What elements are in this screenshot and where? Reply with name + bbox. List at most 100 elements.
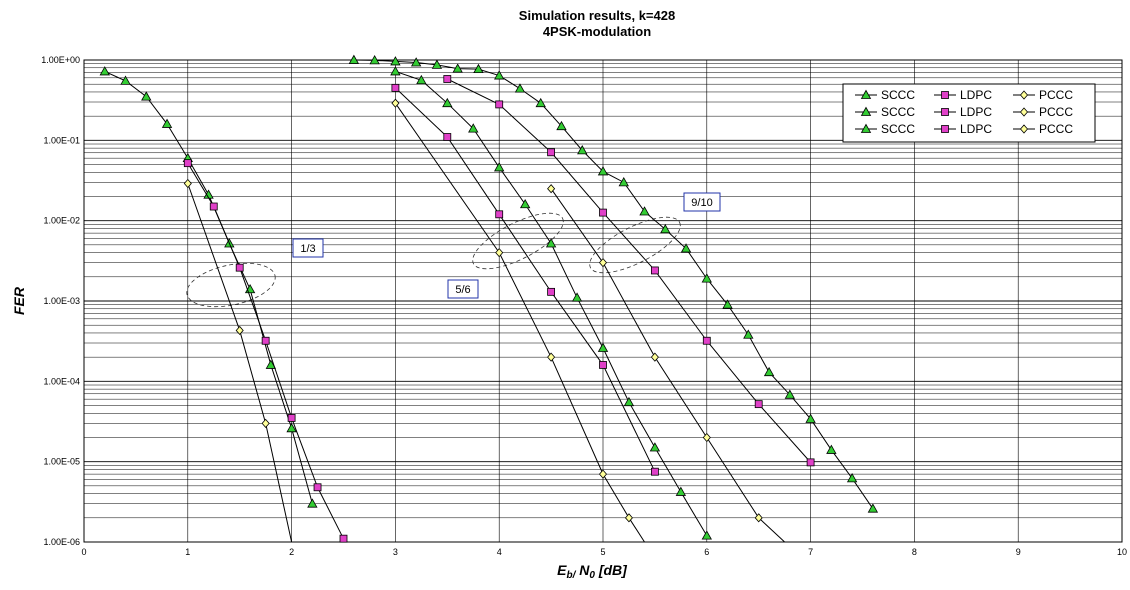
x-label-unit: [dB]: [595, 562, 628, 578]
x-axis-label: Eb/ N0 [dB]: [557, 562, 628, 581]
data-point-triangle: [571, 292, 583, 302]
legend-label: SCCC: [881, 105, 915, 119]
x-tick-label: 10: [1117, 547, 1127, 557]
data-point-triangle: [680, 243, 692, 253]
data-point-square: [702, 336, 711, 345]
data-point-square: [495, 100, 504, 109]
y-tick-label: 1.00E+00: [41, 55, 80, 65]
series-line: [394, 102, 645, 543]
legend-marker-triangle: [860, 123, 872, 133]
data-point-triangle: [805, 413, 816, 423]
data-point-square: [547, 148, 555, 157]
x-tick-label: 2: [289, 547, 294, 557]
data-point-triangle: [618, 177, 629, 187]
data-point-triangle: [701, 273, 712, 283]
data-point-triangle: [660, 224, 671, 234]
data-point-diamond: [754, 513, 763, 523]
data-point-triangle: [494, 162, 505, 172]
label-9-10: 9/10: [691, 197, 712, 209]
data-point-triangle: [410, 57, 422, 67]
data-point-triangle: [649, 442, 661, 452]
data-point-square: [443, 75, 452, 83]
legend-label: SCCC: [881, 88, 915, 102]
data-point-square: [287, 414, 296, 422]
y-tick-label: 1.00E-03: [43, 296, 80, 306]
y-tick-label: 1.00E-01: [43, 135, 80, 145]
y-tick-label: 1.00E-04: [43, 376, 80, 386]
legend-label: PCCC: [1039, 88, 1073, 102]
data-point-triangle: [307, 498, 318, 508]
x-tick-label: 5: [600, 547, 605, 557]
data-point-triangle: [623, 396, 635, 407]
data-point-triangle: [120, 75, 131, 85]
data-point-triangle: [468, 123, 479, 133]
data-point-square: [235, 263, 244, 272]
data-point-triangle: [519, 198, 531, 209]
series-line: [447, 78, 811, 463]
series-line: [353, 59, 874, 509]
data-point-triangle: [286, 423, 297, 433]
label-5-6: 5/6: [455, 284, 470, 296]
ellipse-rate-1-3: [186, 262, 276, 308]
data-point-triangle: [743, 329, 754, 339]
data-point-square: [261, 336, 270, 345]
data-point-triangle: [494, 70, 505, 80]
label-box-9-10: [683, 192, 721, 212]
data-point-triangle: [701, 530, 712, 540]
data-point-square: [599, 361, 607, 369]
x-tick-label: 4: [497, 547, 502, 557]
x-tick-label: 6: [704, 547, 709, 557]
data-point-triangle: [141, 91, 152, 101]
legend-label: LDPC: [960, 88, 992, 102]
x-label-main: E: [557, 562, 567, 578]
y-tick-labels: 1.00E+00 1.00E-01 1.00E-02 1.00E-03 1.00E-04…: [41, 55, 80, 547]
data-point-triangle: [416, 74, 427, 85]
legend-marker-triangle: [860, 89, 872, 99]
series-line: [104, 71, 313, 504]
legend-marker-square: [941, 125, 949, 133]
data-point-triangle: [369, 55, 380, 65]
data-point-triangle: [535, 97, 546, 108]
x-tick-label: 1: [185, 547, 190, 557]
data-point-triangle: [675, 486, 687, 496]
x-label-sub2: 0: [589, 570, 595, 581]
data-point-triangle: [867, 503, 879, 513]
legend-label: LDPC: [960, 105, 992, 119]
data-point-triangle: [442, 97, 453, 108]
series-ldpc-1: [183, 159, 348, 543]
series-ldpc-4: [391, 83, 659, 476]
data-point-diamond: [598, 469, 608, 479]
series-sccc-3: [390, 66, 712, 540]
data-point-diamond: [547, 352, 556, 362]
legend-label: LDPC: [960, 122, 992, 136]
data-point-square: [495, 210, 504, 219]
x-tick-label: 9: [1016, 547, 1021, 557]
data-point-square: [599, 208, 607, 217]
data-point-triangle: [577, 145, 588, 155]
legend-label: PCCC: [1039, 105, 1073, 119]
data-point-triangle: [473, 63, 484, 74]
series-line: [187, 162, 344, 539]
data-point-square: [183, 159, 192, 168]
data-point-triangle: [722, 299, 733, 309]
data-point-diamond: [547, 184, 556, 194]
series-sccc-6: [348, 54, 879, 513]
x-tick-labels: 0 1 2 3 4 5 6 7 8 9 10: [81, 547, 1127, 557]
legend-marker-triangle: [860, 106, 872, 116]
data-point-triangle: [784, 389, 796, 399]
y-axis-label: FER: [11, 286, 27, 315]
data-point-square: [651, 467, 659, 476]
legend-label: PCCC: [1039, 122, 1073, 136]
chart-title: Simulation results, k=428: [519, 8, 675, 23]
data-point-triangle: [452, 63, 463, 73]
data-point-triangle: [826, 444, 837, 454]
y-tick-label: 1.00E-05: [43, 457, 80, 467]
data-point-square: [391, 83, 400, 92]
series-ldpc-7: [443, 75, 815, 467]
data-point-diamond: [261, 418, 270, 428]
data-point-triangle: [556, 120, 567, 131]
series-line: [550, 188, 785, 543]
ellipse-rate-5-6: [472, 212, 564, 270]
data-point-square: [754, 400, 763, 409]
